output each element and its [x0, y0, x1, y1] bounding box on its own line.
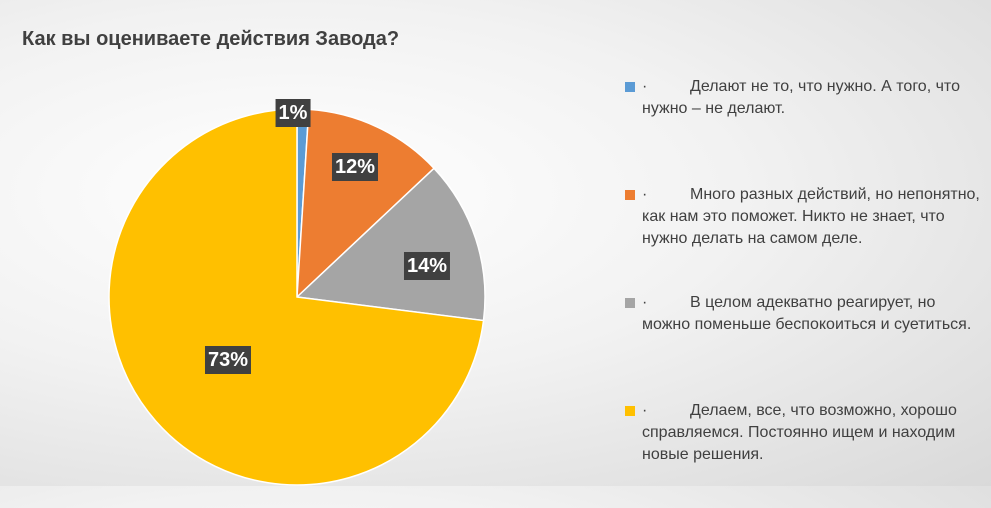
legend-label: В целом адекватно реагирует, но можно по…: [642, 294, 972, 333]
legend-label: Делают не то, что нужно. А того, что нуж…: [642, 78, 960, 117]
legend-swatch: [625, 82, 635, 92]
legend-label: Делаем, все, что возможно, хорошо справл…: [642, 402, 957, 463]
pie-chart: [108, 108, 486, 486]
data-label: 73%: [204, 346, 252, 374]
legend-swatch: [625, 298, 635, 308]
pie-slice-2: [295, 167, 486, 322]
legend-bullet: ·: [642, 402, 648, 419]
data-label: 12%: [331, 153, 379, 181]
legend-label: Много разных действий, но непонятно, как…: [642, 186, 980, 247]
legend-bullet: ·: [642, 294, 648, 311]
legend-item: · В целом адекватно реагирует, но можно п…: [625, 292, 985, 400]
legend-bullet: ·: [642, 78, 648, 95]
legend-item: · Делаем, все, что возможно, хорошо справ…: [625, 400, 985, 508]
pie-slice-3: [108, 108, 485, 486]
legend: · Делают не то, что нужно. А того, что ну…: [625, 76, 985, 508]
data-label: 1%: [275, 99, 311, 127]
legend-swatch: [625, 406, 635, 416]
chart-title: Как вы оцениваете действия Завода?: [22, 28, 400, 50]
legend-item: · Делают не то, что нужно. А того, что ну…: [625, 76, 985, 184]
pie-slice-1: [296, 108, 436, 299]
legend-item: · Много разных действий, но непонятно, ка…: [625, 184, 985, 292]
legend-bullet: ·: [642, 186, 648, 203]
data-label: 14%: [403, 252, 451, 280]
legend-swatch: [625, 190, 635, 200]
